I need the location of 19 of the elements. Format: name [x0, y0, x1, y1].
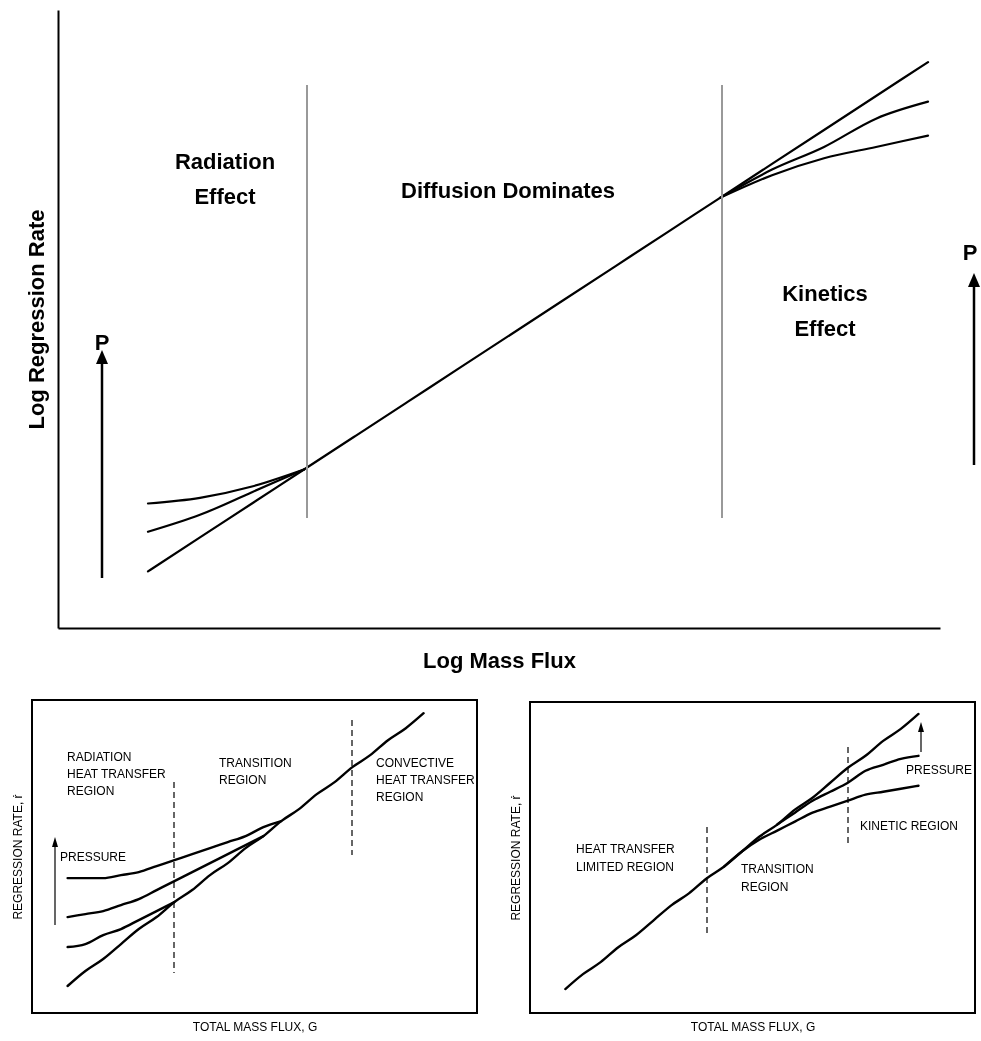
x-axis-title: Log Mass Flux: [423, 647, 577, 673]
text: P: [962, 240, 978, 265]
annotation: RADIATION HEAT TRANSFER REGION: [67, 750, 167, 798]
annotation: Kinetics Effect: [782, 281, 868, 341]
annotation: KINETIC REGION: [860, 819, 959, 833]
annotation: CONVECTIVE HEAT TRANSFER REGION: [376, 756, 476, 804]
x-axis-title: TOTAL MASS FLUX, G: [192, 1019, 318, 1034]
annotation: TRANSITION REGION: [741, 862, 814, 894]
text: P: [94, 330, 110, 355]
annotation: PRESSURE: [906, 763, 973, 777]
annotation: Diffusion Dominates: [401, 178, 615, 203]
annotation: HEAT TRANSFER LIMITED REGION: [576, 842, 676, 874]
y-axis-title: Log Regression Rate: [23, 209, 49, 430]
annotation: PRESSURE: [60, 850, 127, 864]
annotation: TRANSITION REGION: [219, 756, 292, 787]
annotation: Radiation Effect: [174, 149, 276, 209]
x-axis-title: TOTAL MASS FLUX, G: [690, 1019, 816, 1034]
y-axis-title: REGRESSION RATE, ṙ: [508, 795, 523, 921]
y-axis-title: REGRESSION RATE, ṙ: [10, 794, 25, 920]
